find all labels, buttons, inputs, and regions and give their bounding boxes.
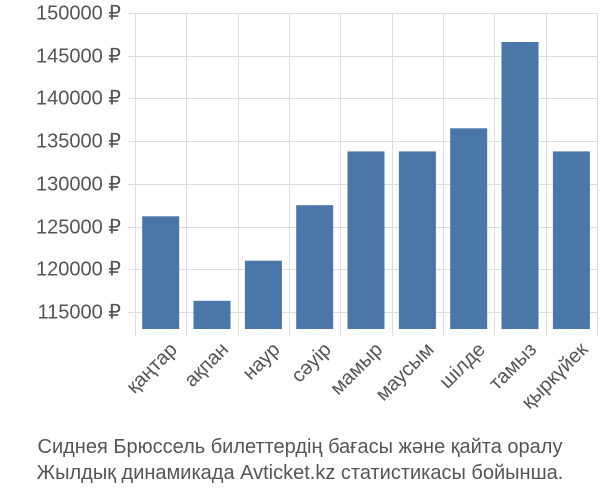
x-tick-label: маусым [372, 339, 439, 406]
x-tick-label: сәуір [287, 339, 336, 388]
x-tick-label: шілде [435, 339, 489, 393]
y-tick-label: 140000 ₽ [36, 88, 121, 110]
bar-chart: 115000 ₽ 120000 ₽ 125000 ₽ 130000 ₽ 135000 ₽… [36, 3, 598, 414]
bar-1 [142, 216, 180, 329]
y-tick-label: 120000 ₽ [36, 259, 121, 281]
bar-9 [552, 151, 590, 329]
bar-5 [347, 151, 385, 329]
bar-3 [244, 260, 282, 329]
bar-6 [398, 151, 436, 329]
y-tick-label: 145000 ₽ [36, 46, 121, 68]
x-tick-label: қаңтар [122, 339, 181, 398]
bar-4 [296, 205, 334, 329]
x-tick-label: ақпан [180, 339, 233, 392]
y-tick-label: 135000 ₽ [36, 131, 121, 153]
y-tick-label: 115000 ₽ [37, 302, 121, 324]
bar-8 [501, 42, 539, 329]
y-tick-label: 125000 ₽ [36, 217, 121, 239]
chart-caption-line-1: Сиднея Брюссель билеттердің бағасы және … [37, 436, 563, 458]
bar-7 [450, 128, 488, 329]
y-tick-label: 130000 ₽ [36, 174, 121, 196]
chart-caption-line-2: Жылдық динамикада Avticket.kz статистика… [36, 462, 564, 484]
x-tick-label: наур [239, 339, 285, 385]
bar-2 [193, 300, 231, 329]
y-tick-label: 150000 ₽ [36, 3, 121, 25]
